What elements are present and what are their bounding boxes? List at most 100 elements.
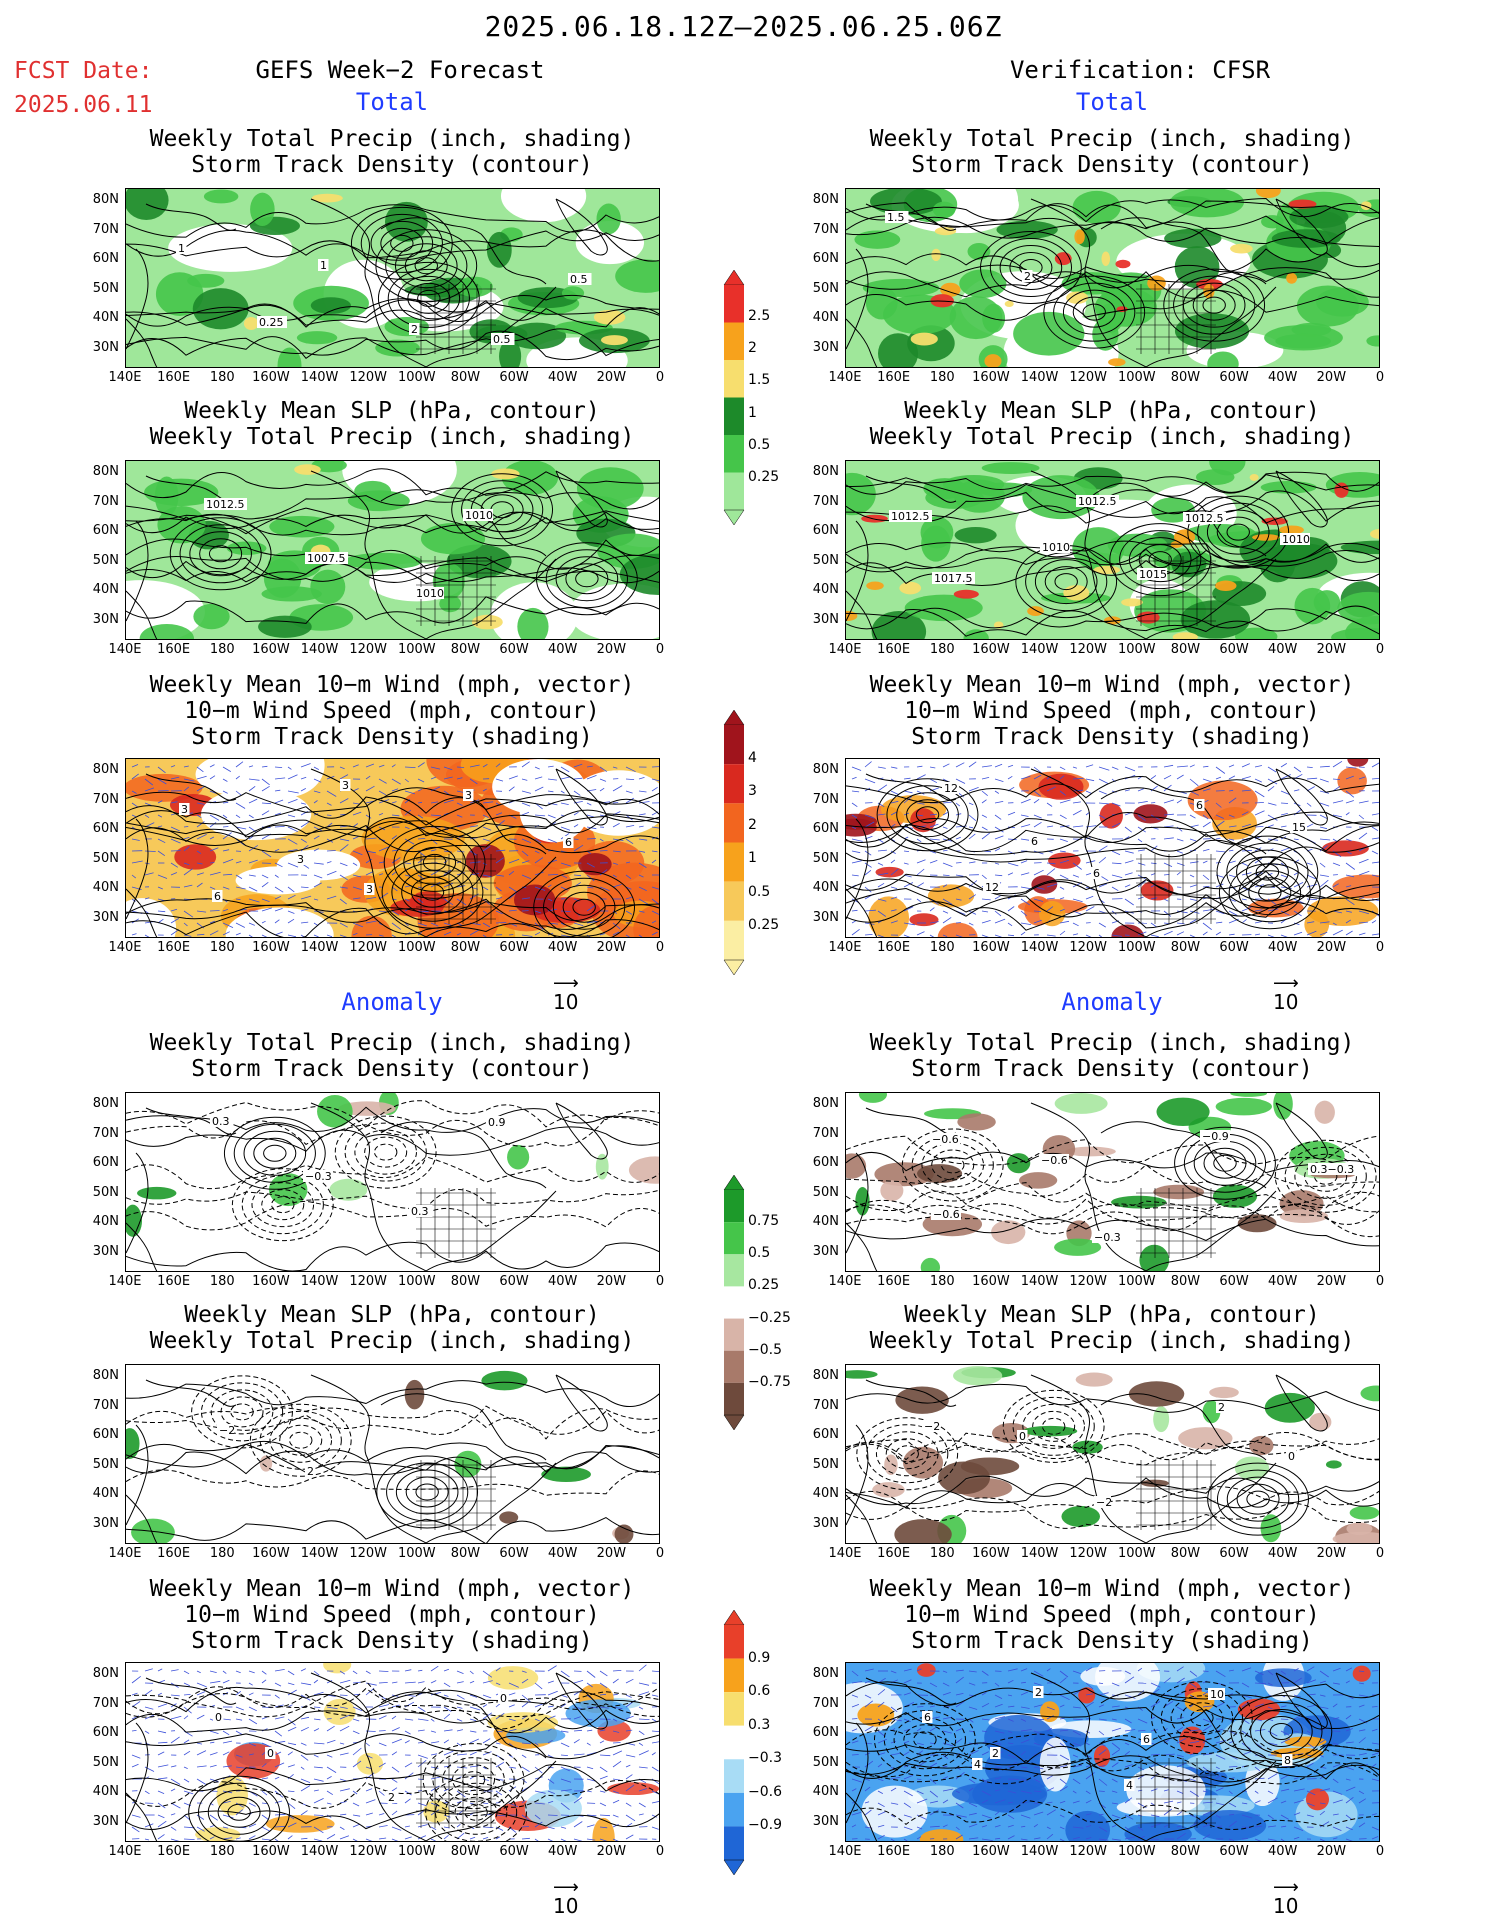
lat-tick-label: 80N [812,1096,839,1111]
shading-cell [846,472,876,516]
shading-cell [607,1782,659,1796]
shading-cell [1284,1736,1327,1747]
lat-tick-label: 70N [812,221,839,237]
coastline [126,1374,608,1543]
shading-cell [981,462,1040,474]
shading-cell [246,759,325,798]
contour-label: 2 [1035,1686,1042,1699]
shading-cell [499,338,522,367]
shading-cell [137,1186,177,1200]
panel-title-line: Weekly Mean 10−m Wind (mph, vector) [149,672,635,698]
shading-cell [1023,1425,1078,1437]
contour-label: 0 [215,1711,222,1724]
shading-cell [1347,759,1369,767]
lon-tick-label: 180 [209,1844,235,1859]
contour-lines [846,1126,1379,1247]
lon-tick-label: 160E [157,1546,191,1561]
shading-cell [993,621,1004,629]
colorbar-label: 0.5 [748,883,771,900]
lon-tick-label: 80W [450,1274,481,1289]
shading-cell [894,1519,952,1543]
contour-label: 2 [1218,1401,1225,1414]
lon-tick-label: 20W [596,1274,627,1289]
shading-cell [1115,259,1131,269]
lon-tick-label: 140W [1020,940,1059,955]
lat-tick-label: 50N [92,1184,119,1200]
shading-cell [1261,215,1284,229]
lon-tick-label: 160W [252,1844,290,1859]
lon-tick-label: 120W [1069,940,1107,955]
lon-tick-label: 160E [877,370,911,385]
shading-cell [565,1699,631,1728]
lon-tick-label: 160W [972,370,1010,385]
lon-tick-label: 0 [655,1546,665,1561]
shading-cell [225,907,334,937]
shading-cell [846,1370,878,1379]
contour-label: 6 [1143,1733,1150,1746]
shading-cell [1072,1440,1103,1454]
contour-label: −2 [924,1420,940,1433]
colorbar-label: 2.5 [748,308,771,325]
shading-cell [501,461,559,495]
shading-cell [595,1153,609,1180]
shading-cell [1153,1184,1205,1200]
shading-cell [1261,517,1288,525]
shading-cell [1249,473,1259,481]
shading-cell [1169,189,1245,218]
contour-lines [846,471,1379,637]
lat-tick-label: 30N [812,1813,839,1829]
lat-tick-label: 30N [92,1243,119,1259]
colorbar-label: −0.5 [748,1341,782,1358]
contour-label: 3 [366,883,373,896]
storm-total-colorbar [723,710,745,975]
lon-tick-label: 80W [1170,1274,1201,1289]
shading-cell [1039,1737,1071,1792]
contour-label: 0.5 [570,273,588,286]
lon-tick-label: 0 [655,1844,665,1859]
shading-cell [633,904,659,937]
shading-cell [500,189,587,223]
shading-cell [259,1455,273,1472]
colorbar-label: 0.75 [748,1213,780,1230]
shading-cell [991,1220,1026,1245]
left-column-title: GEFS Week−2 Forecast [255,56,545,84]
lat-tick-label: 80N [92,464,119,479]
panel-title-line: Weekly Total Precip (inch, shading) [869,1030,1355,1056]
lat-tick-label: 40N [92,1784,119,1799]
forecast-map-panel-6: 0 0 2 0 [125,1662,660,1842]
lon-tick-label: 80W [1170,642,1201,657]
lon-tick-label: 180 [929,642,955,657]
contour-label: 3 [297,853,304,866]
contour-label: −0.3 [305,1170,332,1183]
lon-tick-label: 0 [1375,642,1385,657]
shading-cell [1259,546,1296,583]
shading-cell [984,1714,1054,1761]
contour-label: 0 [1019,1430,1026,1443]
lon-tick-label: 0 [1375,1546,1385,1561]
lon-tick-label: 120W [1069,1546,1107,1561]
shading-cell [1038,773,1084,800]
shading-cell [200,788,312,841]
shading-cell [1215,580,1237,592]
shading-cell [329,1178,368,1201]
lon-tick-label: 160E [877,1274,911,1289]
shading-cell [1255,1668,1312,1688]
wind-vectors [851,1666,1379,1841]
colorbar-swatch [724,360,744,398]
lat-tick-label: 70N [812,1695,839,1711]
colorbar-label: 2 [748,816,757,833]
contour-label: 2 [388,1791,395,1804]
shading-cell [614,1524,634,1543]
vector-reference: ⟶ 10 [1273,1879,1299,1919]
contour-label: 6 [924,1711,931,1724]
vector-reference: ⟶ 10 [553,975,579,1015]
shading-cell [858,1093,887,1103]
verification-map-panel-5: −2 0 −2 2 0 [845,1364,1380,1544]
shading-cell [192,288,249,330]
contour-label: 0.3−0.3 [1310,1163,1354,1176]
shading-cell [1065,1810,1111,1841]
shading-cell [344,552,423,570]
shading-cell [875,866,904,878]
lon-tick-label: 100W [397,1274,436,1289]
shading-cell [1334,482,1349,498]
